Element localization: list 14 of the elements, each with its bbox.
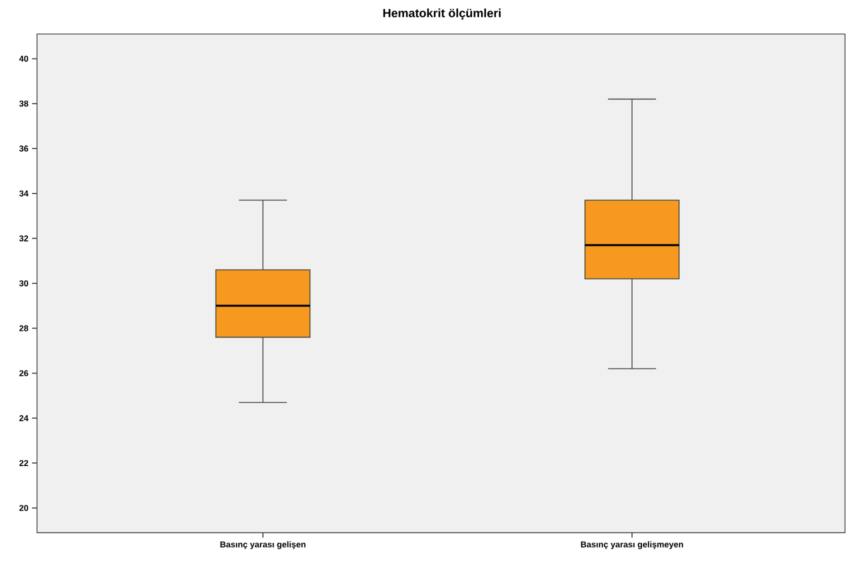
x-tick-label: Basınç yarası gelişen: [220, 541, 306, 550]
y-tick-label: 24: [19, 415, 28, 422]
y-tick-label: 28: [19, 325, 28, 332]
y-tick-label: 38: [19, 100, 28, 107]
y-tick-label: 32: [19, 235, 28, 242]
chart-title: Hematokrit ölçümleri: [383, 8, 501, 20]
y-tick-label: 30: [19, 280, 28, 286]
y-tick-label: 34: [19, 190, 28, 196]
y-tick-label: 40: [19, 56, 28, 62]
y-tick-label: 36: [19, 146, 28, 152]
y-tick-label: 22: [19, 460, 28, 466]
y-tick-label: 20: [19, 504, 28, 511]
x-tick-label: Basınç yarası gelişmeyen: [581, 541, 684, 550]
y-tick-label: 26: [19, 370, 28, 376]
